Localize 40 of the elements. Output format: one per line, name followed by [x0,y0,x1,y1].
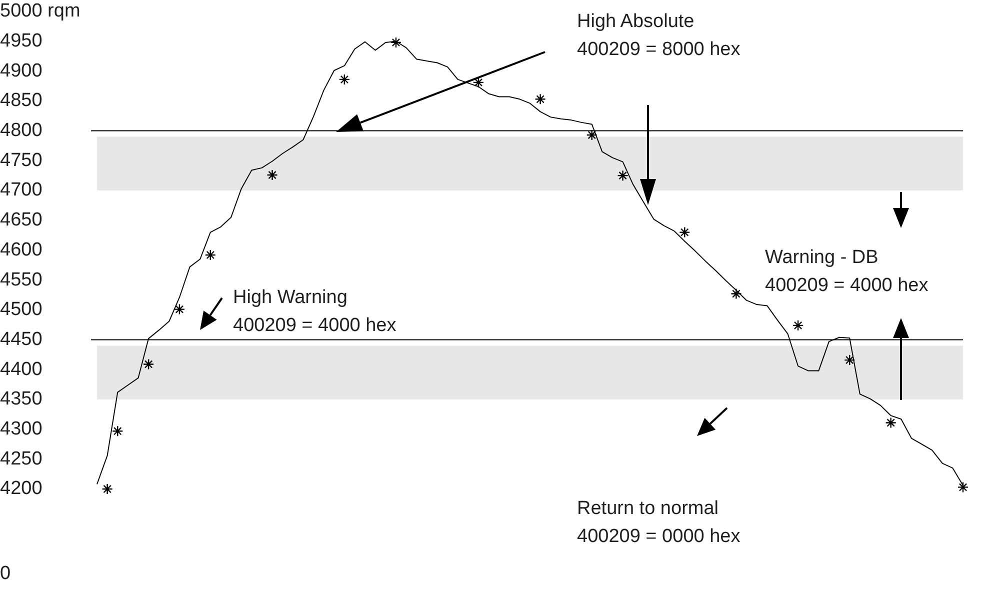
point [957,482,969,493]
y-tick-label: 4300 [0,418,42,440]
text: Return to normal 400209 = 0000 hex [577,497,740,549]
point [844,354,856,366]
point [586,129,598,141]
annotation: High Absolute 400209 = 8000 hex [577,10,740,62]
point [390,36,402,48]
point [679,226,690,238]
point [338,74,350,86]
y-tick-label: 4950 [0,30,42,52]
point [472,76,484,88]
y-tick-label: 4450 [0,328,42,350]
y-tick-label: 4550 [0,269,42,290]
text: 0 [0,562,11,586]
y-tick-label: 4200 [0,478,42,500]
point [102,483,113,495]
y-tick-label: 4250 [0,448,42,470]
y-tick-label: 4850 [0,90,42,112]
point [204,249,216,261]
point [617,170,628,182]
y-tick-label: 4400 [0,358,42,380]
y-tick-label: 4750 [0,150,42,171]
y-tick-label: 4500 [0,299,42,320]
point [112,425,124,437]
point [730,288,742,300]
y-tick-label: 4600 [0,239,42,260]
annotation: Warning - DB 400209 = 4000 hex [765,246,928,298]
annotation: High Warning 400209 = 4000 hex [233,286,396,338]
y-tick-label: 4650 [0,210,42,231]
y-tick-label: 4900 [0,60,42,82]
point [174,304,186,315]
point [534,94,546,105]
y-tick-label: 4700 [0,180,42,201]
point [266,169,278,181]
y-tick-label: 5000 rqm [0,0,80,22]
point [885,417,896,428]
y-tick-label: 4350 [0,388,42,410]
point [792,320,804,332]
y-tick-label: 4800 [0,120,42,142]
point [142,358,154,370]
